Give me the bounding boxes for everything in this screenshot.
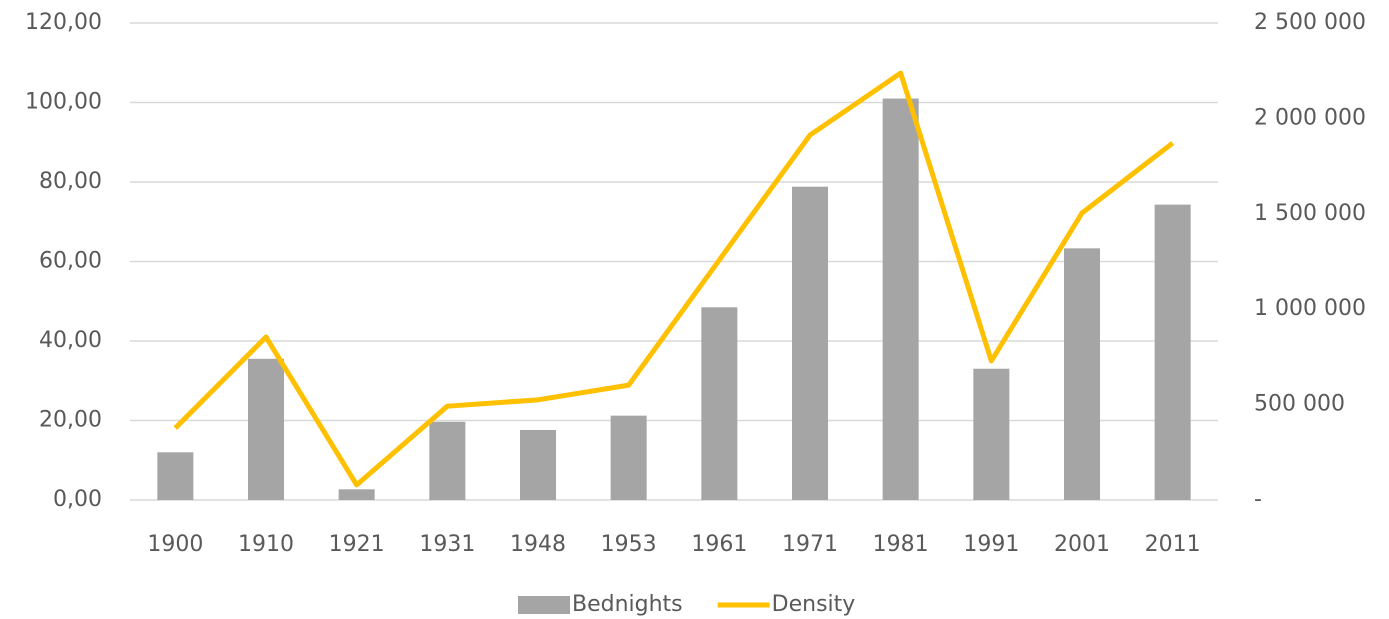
bar [882, 98, 919, 501]
y-tick-label: 120,00 [25, 10, 102, 35]
line [173, 70, 1175, 488]
y-tick-label: 60,00 [39, 249, 102, 274]
bar [610, 415, 647, 500]
bar [792, 186, 828, 500]
legend-label: Density [772, 592, 856, 617]
legend-label: Bednights [572, 592, 683, 617]
bar [520, 429, 556, 500]
legend-swatch [518, 596, 570, 614]
bar [701, 307, 738, 500]
bar [1154, 204, 1191, 500]
y2-tick-label: 1 000 000 [1254, 296, 1366, 321]
x-tick-label: 1981 [873, 532, 929, 557]
x-tick-label: 2001 [1054, 532, 1110, 557]
y2-tick-label: 2 500 000 [1254, 10, 1366, 35]
x-tick-label: 1931 [419, 532, 475, 557]
y2-tick-label: 1 500 000 [1254, 201, 1366, 226]
x-tick-label: 1961 [691, 532, 747, 557]
x-tick-label: 1900 [147, 532, 203, 557]
y-tick-label: 40,00 [39, 328, 102, 353]
bar [248, 358, 284, 500]
x-tick-label: 1921 [329, 532, 385, 557]
y2-tick-label: 2 000 000 [1254, 105, 1366, 130]
x-tick-label: 1910 [238, 532, 294, 557]
bar [157, 452, 194, 500]
y-tick-label: 100,00 [25, 90, 102, 115]
bar [973, 368, 1010, 500]
x-tick-label: 1953 [601, 532, 657, 557]
bar [429, 421, 466, 500]
bar [338, 489, 375, 500]
y2-tick-label: - [1254, 487, 1262, 512]
y-tick-label: 0,00 [53, 487, 102, 512]
bar [1064, 248, 1100, 500]
x-tick-label: 1991 [963, 532, 1019, 557]
x-tick-label: 2011 [1145, 532, 1201, 557]
y2-tick-label: 500 000 [1254, 392, 1345, 417]
y-tick-label: 20,00 [39, 408, 102, 433]
y-tick-label: 80,00 [39, 169, 102, 194]
x-tick-label: 1971 [782, 532, 838, 557]
x-tick-label: 1948 [510, 532, 566, 557]
